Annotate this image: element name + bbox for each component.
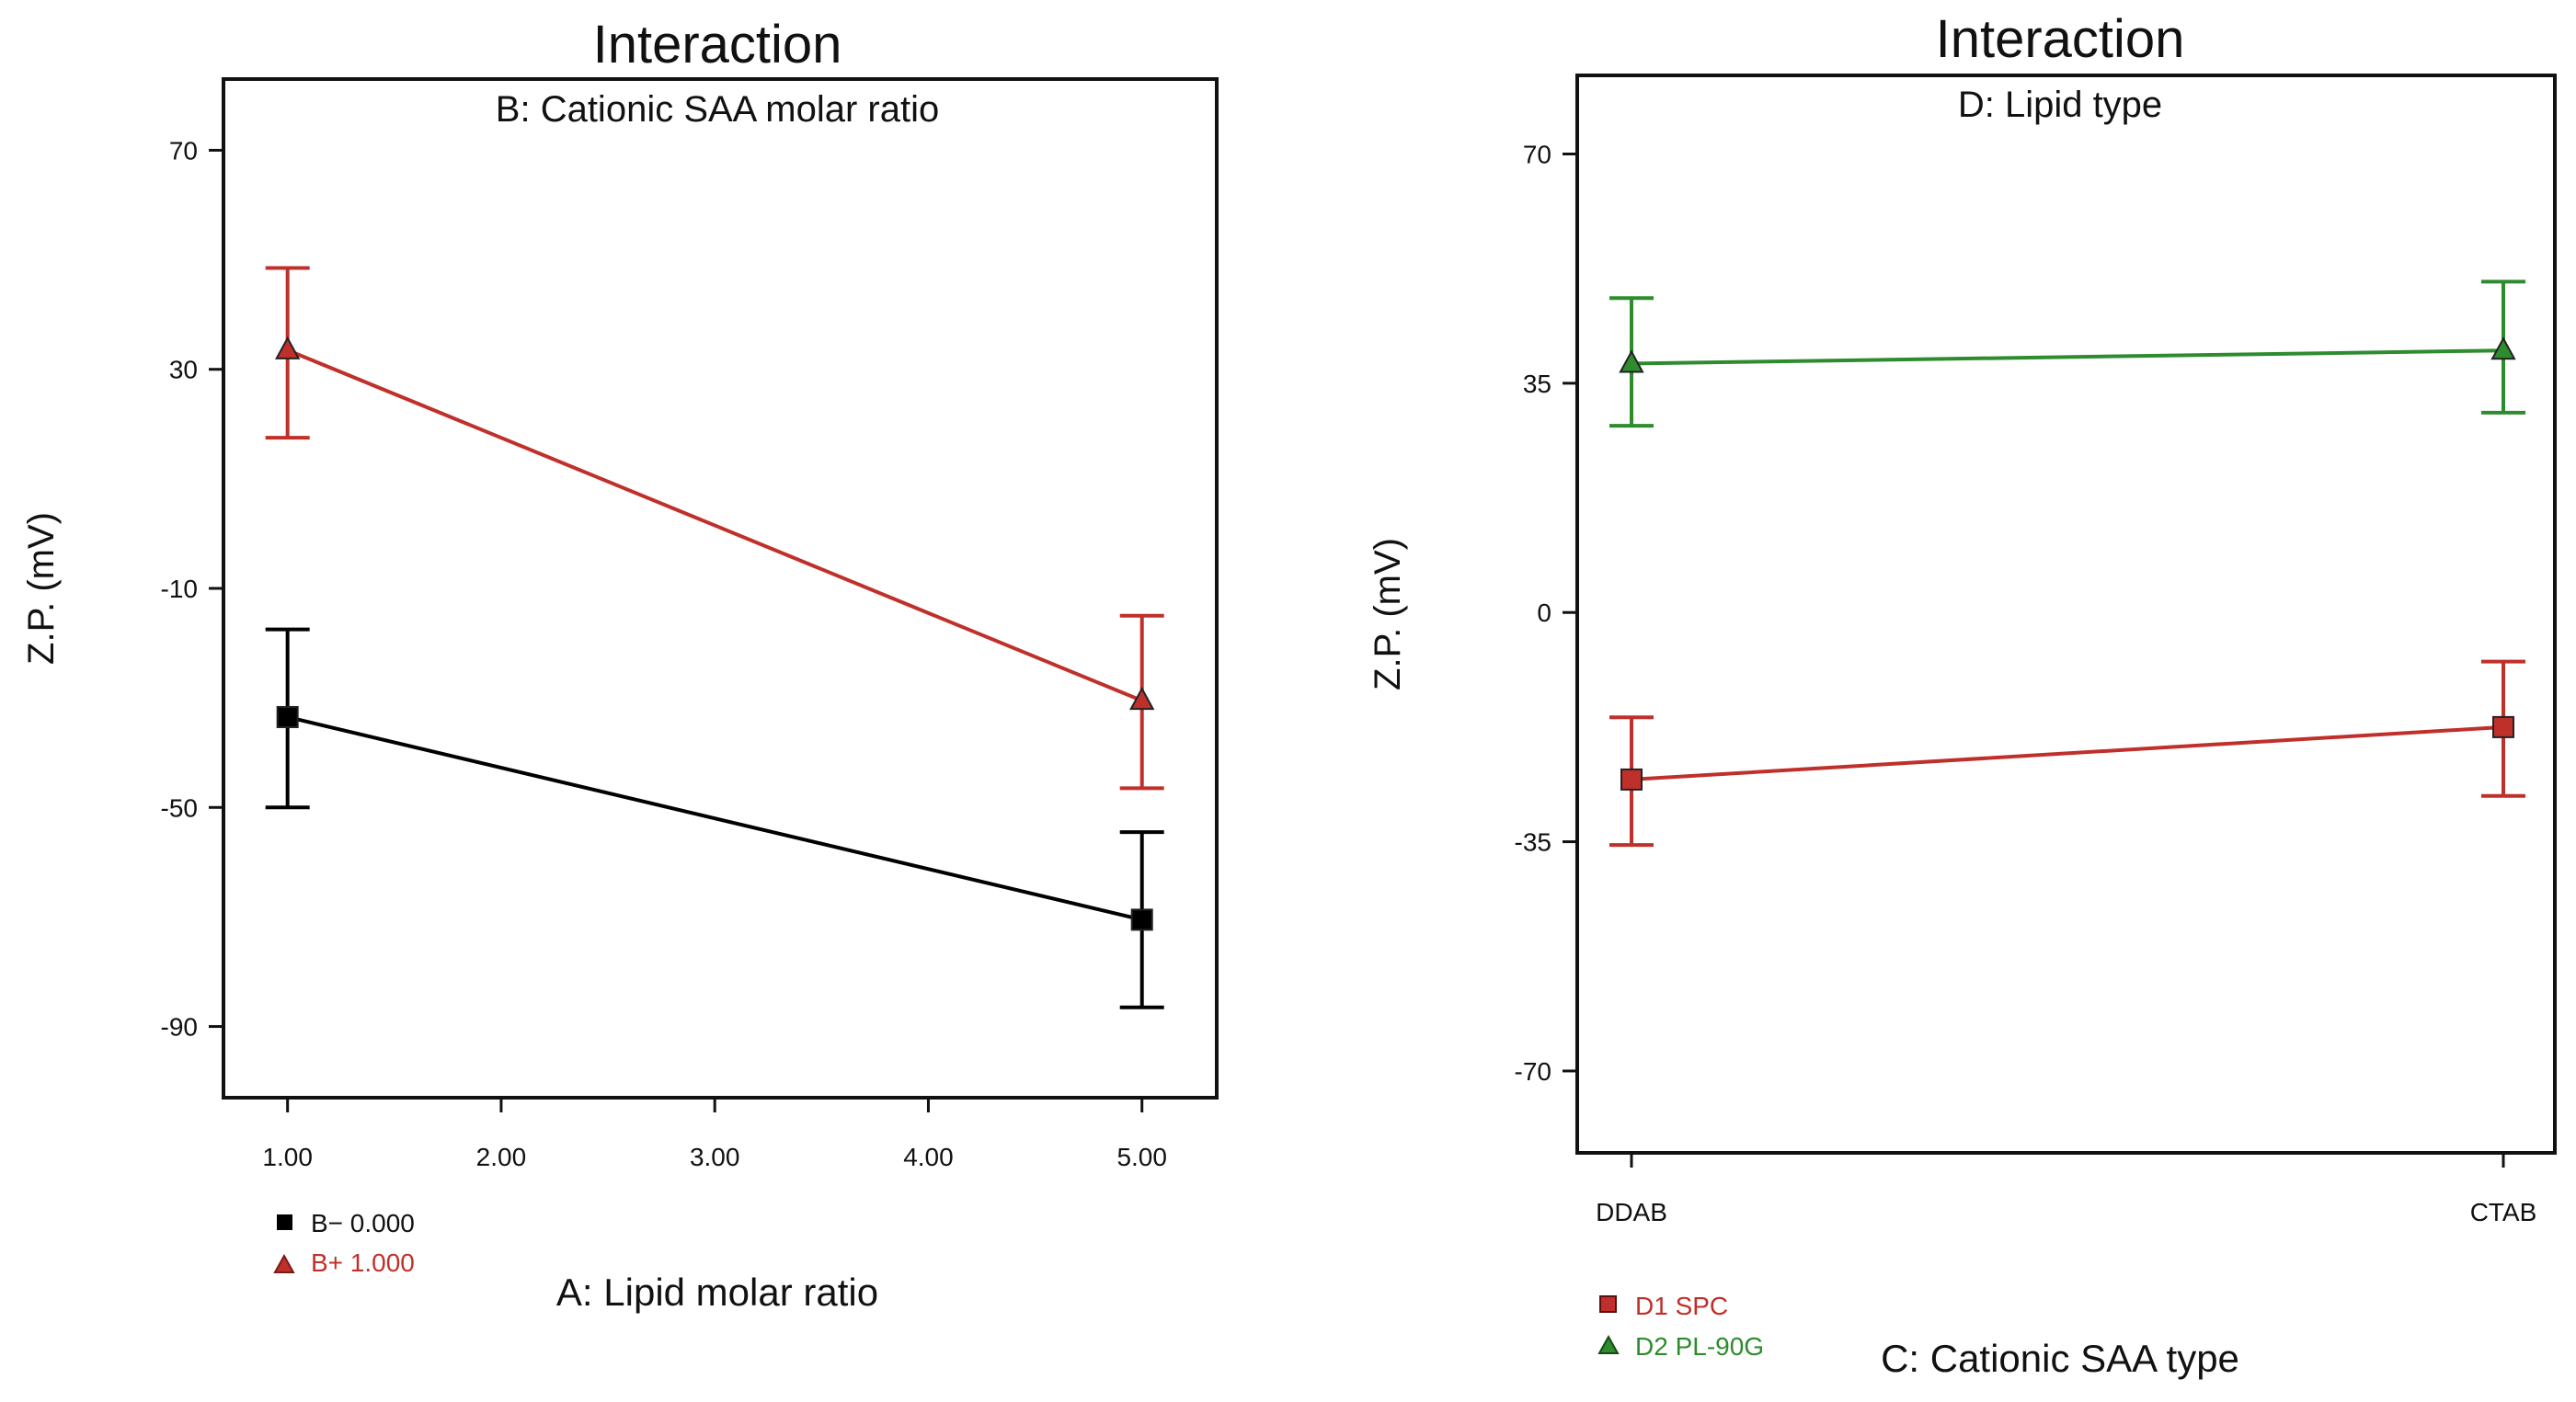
- plot-area-frame: [222, 77, 1219, 1100]
- y-tick-label: -35: [1515, 828, 1551, 857]
- chart-subtitle: B: Cationic SAA molar ratio: [496, 89, 939, 130]
- data-point-triangle: [1129, 687, 1155, 711]
- y-axis-label: Z.P. (mV): [21, 512, 62, 665]
- x-tick-label: 5.00: [1116, 1143, 1167, 1171]
- data-point-square: [2492, 715, 2514, 738]
- legend-label-d1: D1 SPC: [1635, 1292, 1728, 1320]
- interaction-plot-cationic-saa-type: Interaction D: Lipid type Z.P. (mV) C: C…: [1288, 0, 2576, 1397]
- interaction-plot-lipid-molar-ratio: Interaction B: Cationic SAA molar ratio …: [0, 0, 1288, 1397]
- interaction-plot-2-svg: Interaction D: Lipid type Z.P. (mV) C: C…: [1368, 9, 2557, 1380]
- x-tick-label: 2.00: [476, 1143, 527, 1171]
- legend-square-marker: [277, 1214, 292, 1230]
- legend-label-b-minus: B− 0.000: [311, 1209, 415, 1237]
- x-tick-label: 3.00: [690, 1143, 740, 1171]
- legend-square-marker: [1599, 1295, 1617, 1313]
- legend-triangle-marker: [1597, 1334, 1620, 1354]
- series-line: [1631, 724, 2504, 781]
- x-tick-label: DDAB: [1596, 1198, 1667, 1226]
- y-tick-label: 70: [1523, 140, 1551, 168]
- y-tick-label: 30: [169, 356, 198, 384]
- series-line: [287, 715, 1143, 922]
- y-tick-label: -70: [1515, 1057, 1551, 1086]
- legend-label-d2: D2 PL-90G: [1635, 1332, 1764, 1361]
- data-point-square: [1130, 908, 1153, 931]
- y-tick-label: 35: [1523, 370, 1551, 398]
- legend-label-b-plus: B+ 1.000: [311, 1248, 415, 1277]
- legend: B− 0.000 B+ 1.000: [273, 1209, 415, 1277]
- x-axis-label: C: Cationic SAA type: [1881, 1337, 2239, 1380]
- data-point-triangle: [2490, 336, 2516, 360]
- interaction-plot-1-svg: Interaction B: Cationic SAA molar ratio …: [21, 15, 1219, 1314]
- chart-title: Interaction: [593, 15, 842, 74]
- data-point-square: [276, 705, 299, 728]
- y-tick-label: -90: [161, 1013, 198, 1042]
- y-axis-label: Z.P. (mV): [1368, 538, 1408, 690]
- data-point-triangle: [1619, 349, 1644, 373]
- series-line: [1631, 348, 2504, 366]
- x-axis-label: A: Lipid molar ratio: [556, 1271, 878, 1314]
- data-point-square: [1620, 768, 1643, 791]
- y-tick-label: -10: [161, 575, 198, 603]
- chart-title: Interaction: [1936, 9, 2185, 69]
- legend: D1 SPC D2 PL-90G: [1597, 1292, 1764, 1361]
- series-line: [286, 348, 1143, 702]
- x-tick-label: 1.00: [262, 1143, 313, 1171]
- x-tick-label: CTAB: [2470, 1198, 2537, 1226]
- chart-subtitle: D: Lipid type: [1958, 85, 2162, 125]
- y-tick-label: 0: [1537, 598, 1551, 627]
- y-tick-label: 70: [169, 136, 198, 165]
- legend-triangle-marker: [273, 1253, 295, 1273]
- y-tick-label: -50: [161, 793, 198, 822]
- data-point-triangle: [274, 336, 301, 359]
- x-tick-label: 4.00: [903, 1143, 954, 1171]
- plot-area-frame: [1575, 74, 2557, 1155]
